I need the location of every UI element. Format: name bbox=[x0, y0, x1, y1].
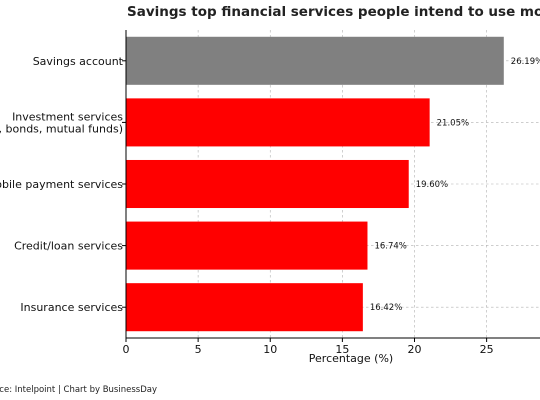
value-label: 19.60% bbox=[416, 180, 448, 190]
value-label: 26.19% bbox=[511, 57, 540, 67]
category-label: Insurance services bbox=[20, 301, 123, 314]
x-tick-label: 15 bbox=[335, 343, 349, 356]
chart-title: Savings top financial services people in… bbox=[127, 4, 540, 20]
bar bbox=[126, 221, 368, 270]
value-label: 21.05% bbox=[437, 118, 469, 128]
category-label: Investment services bbox=[12, 110, 123, 123]
bars bbox=[126, 36, 504, 332]
bar bbox=[126, 283, 363, 332]
value-label: 16.74% bbox=[374, 242, 406, 252]
category-label: (stocks, bonds, mutual funds) bbox=[0, 122, 123, 135]
bar bbox=[126, 159, 409, 209]
x-tick-label: 25 bbox=[480, 343, 494, 356]
bar bbox=[126, 98, 430, 147]
bar bbox=[126, 36, 504, 85]
axes bbox=[125, 30, 540, 339]
x-tick-label: 20 bbox=[408, 343, 422, 356]
x-tick-label: 5 bbox=[195, 343, 202, 356]
x-axis-label: Percentage (%) bbox=[309, 352, 393, 365]
category-label: Credit/loan services bbox=[14, 240, 123, 253]
category-label: Savings account bbox=[33, 55, 124, 68]
labels: 0 5 10 15 20 25 Savings account 26.19% Investmen… bbox=[0, 55, 540, 356]
x-tick-label: 0 bbox=[123, 343, 130, 356]
source-note: Source: Intelpoint | Chart by BusinessDa… bbox=[0, 385, 157, 395]
value-label: 16.42% bbox=[370, 303, 402, 313]
category-label: Mobile payment services bbox=[0, 178, 123, 191]
x-tick-label: 10 bbox=[263, 343, 277, 356]
